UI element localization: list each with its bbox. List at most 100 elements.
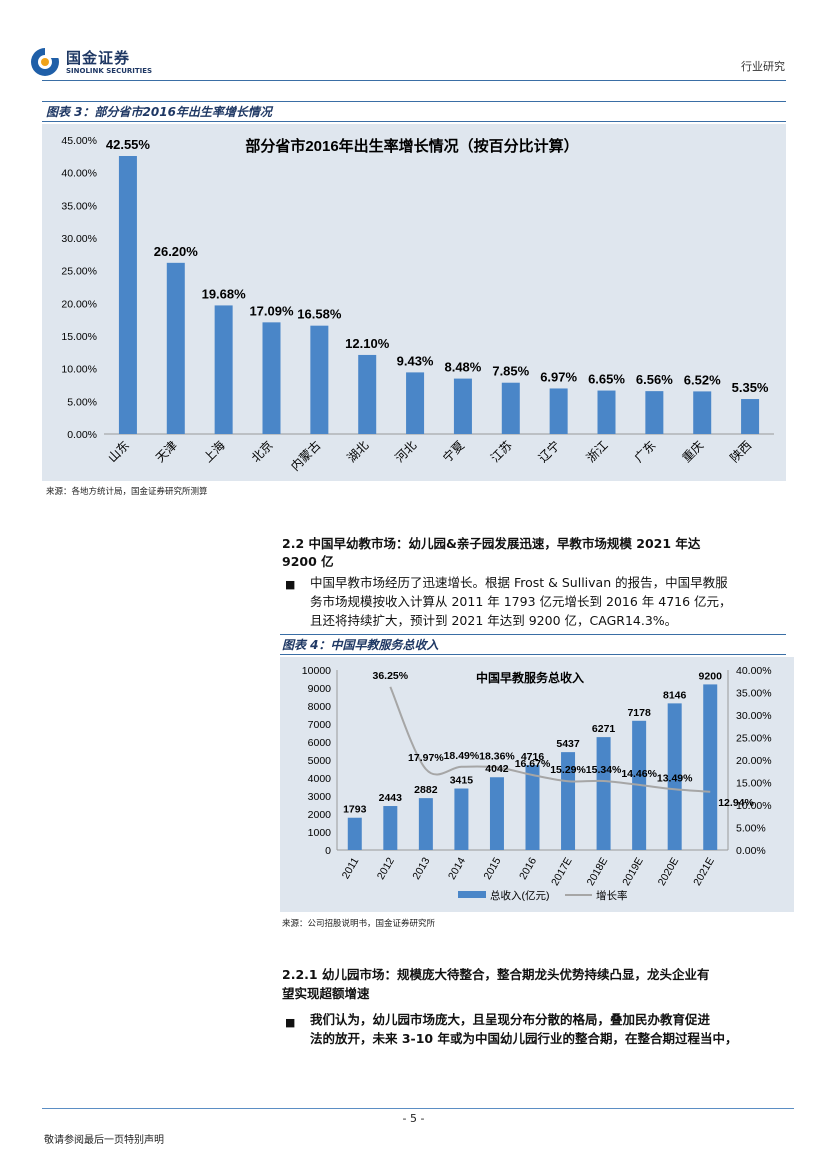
chart3-bar: [214, 305, 233, 434]
chart4-bar: [703, 684, 718, 850]
chart3-category-label: 重庆: [679, 438, 706, 465]
chart3-y-tick: 25.00%: [61, 266, 97, 278]
chart4-category-label: 2021E: [691, 856, 717, 888]
chart4-bar: [667, 703, 682, 850]
section-2-2-heading-line2: 9200 亿: [282, 554, 334, 569]
chart4-bar-label: 8146: [663, 689, 687, 701]
chart3-y-tick: 35.00%: [61, 200, 97, 212]
birthrate-bar-chart: 部分省市2016年出生率增长情况（按百分比计算） 0.00% 5.00% 10.00…: [61, 135, 774, 474]
chart3-bar: [453, 378, 472, 434]
chart3-category-label: 河北: [392, 438, 419, 465]
chart4-bar: [596, 737, 611, 850]
section-2-2-1-heading-line1: 2.2.1 幼儿园市场：规模庞大待整合，整合期龙头优势持续凸显，龙头企业有: [282, 967, 710, 982]
chart4-bar: [418, 798, 433, 850]
chart4-growth-label: 18.36%: [479, 750, 515, 762]
chart4-left-tick: 9000: [308, 683, 332, 695]
section-2-2-1-heading-line2: 望实现超额增速: [282, 986, 370, 1001]
chart3-bar: [406, 372, 425, 434]
chart4-left-tick: 2000: [308, 809, 332, 821]
chart3-bar: [645, 391, 664, 434]
chart4-bar-label: 3415: [450, 775, 474, 787]
logo-cn-text: 国金证券: [66, 49, 131, 67]
chart4-right-tick: 5.00%: [736, 823, 766, 835]
chart3-value-label: 9.43%: [397, 353, 434, 368]
chart4-left-tick: 4000: [308, 773, 332, 785]
chart4-right-tick: 15.00%: [736, 778, 772, 790]
figure3-label: 图表 3：部分省市2016年出生率增长情况: [46, 105, 272, 119]
section-2-2-para-line2: 务市场规模按收入计算从 2011 年 1793 亿元增长到 2016 年 471…: [310, 594, 732, 609]
chart3-category-label: 山东: [105, 438, 132, 465]
chart3-bar: [549, 388, 568, 434]
chart4-category-label: 2018E: [585, 856, 611, 888]
chart4-right-tick: 0.00%: [736, 845, 766, 857]
chart4-bar: [383, 806, 398, 850]
chart3-value-label: 6.56%: [636, 372, 673, 387]
chart4-right-tick: 20.00%: [736, 755, 772, 767]
chart3-y-tick: 20.00%: [61, 298, 97, 310]
legend-bar-swatch: [458, 891, 486, 898]
chart4-left-tick: 6000: [308, 737, 332, 749]
section-2-2-1-para-line2: 法的放开，未来 3-10 年或为中国幼儿园行业的整合期，在整合期过程当中，: [310, 1031, 738, 1046]
footer-rule: [42, 1108, 794, 1109]
chart4-left-tick: 10000: [302, 665, 331, 677]
chart3-category-label: 浙江: [584, 438, 611, 465]
chart3-value-label: 12.10%: [345, 336, 390, 351]
header-rule: [42, 80, 786, 81]
chart4-bar-label: 2443: [379, 792, 403, 804]
growth-rate-line: [389, 686, 711, 793]
page-number: - 5 -: [402, 1112, 425, 1125]
section-2-2-para-line1: 中国早教市场经历了迅速增长。根据 Frost & Sullivan 的报告，中国…: [310, 575, 728, 590]
chart3-y-tick: 45.00%: [61, 135, 97, 147]
chart4-right-tick: 35.00%: [736, 688, 772, 700]
chart3-bar: [693, 391, 712, 434]
chart3-value-label: 7.85%: [492, 364, 529, 379]
chart3-value-label: 6.65%: [588, 372, 625, 387]
chart3-value-label: 42.55%: [106, 137, 151, 152]
chart4-right-tick: 25.00%: [736, 733, 772, 745]
chart4-title: 中国早教服务总收入: [476, 670, 584, 685]
chart4-bar-label: 5437: [556, 738, 580, 750]
chart4-growth-label: 12.94%: [718, 797, 754, 809]
chart3-category-label: 天津: [153, 438, 180, 465]
section-2-2-para-line3: 且还将持续扩大，预计到 2021 年达到 9200 亿，CAGR14.3%。: [310, 613, 678, 628]
chart4-legend: 总收入(亿元) 增长率: [458, 889, 628, 902]
chart4-category-label: 2012: [375, 855, 397, 881]
chart3-value-label: 6.97%: [540, 369, 577, 384]
figure4-label-rule: [280, 654, 786, 655]
figure3-label-rule: [42, 121, 786, 122]
chart4-bar-label: 7178: [627, 707, 651, 719]
chart4-growth-label: 36.25%: [373, 670, 409, 682]
chart3-category-label: 湖北: [344, 438, 372, 466]
chart4-category-label: 2016: [517, 855, 539, 881]
chart3-category-label: 江苏: [488, 438, 515, 465]
figure4-label: 图表 4：中国早教服务总收入: [282, 638, 439, 652]
chart3-bar: [310, 325, 329, 434]
chart4-category-label: 2014: [446, 855, 468, 881]
chart4-bar: [525, 765, 540, 850]
chart4-bar: [489, 777, 504, 850]
chart3-bar: [501, 382, 520, 434]
chart4-category-label: 2020E: [656, 856, 682, 888]
chart3-y-tick: 10.00%: [61, 364, 97, 376]
chart4-category-label: 2017E: [549, 856, 575, 888]
chart3-bar: [166, 262, 185, 434]
chart3-category-label: 上海: [200, 438, 228, 466]
chart4-growth-label: 15.34%: [586, 764, 622, 776]
chart3-bar: [358, 354, 377, 434]
chart3-value-label: 19.68%: [202, 286, 247, 301]
chart4-growth-label: 18.49%: [444, 750, 480, 762]
chart3-value-label: 16.58%: [297, 307, 342, 322]
chart4-category-label: 2011: [340, 855, 362, 881]
chart3-title: 部分省市2016年出生率增长情况（按百分比计算）: [245, 137, 578, 155]
chart4-bar-label: 9200: [699, 670, 723, 682]
chart4-left-tick: 1000: [308, 827, 332, 839]
logo-en-text: SINOLINK SECURITIES: [66, 67, 153, 75]
chart4-left-tick: 7000: [308, 719, 332, 731]
figure3-source: 来源：各地方统计局，国金证券研究所测算: [46, 487, 208, 497]
chart3-value-label: 8.48%: [444, 360, 481, 375]
chart3-category-label: 广东: [632, 438, 659, 465]
chart4-growth-label: 14.46%: [621, 768, 657, 780]
chart3-y-tick: 5.00%: [67, 396, 97, 408]
chart3-bar: [741, 399, 760, 434]
chart3-y-tick: 15.00%: [61, 331, 97, 343]
